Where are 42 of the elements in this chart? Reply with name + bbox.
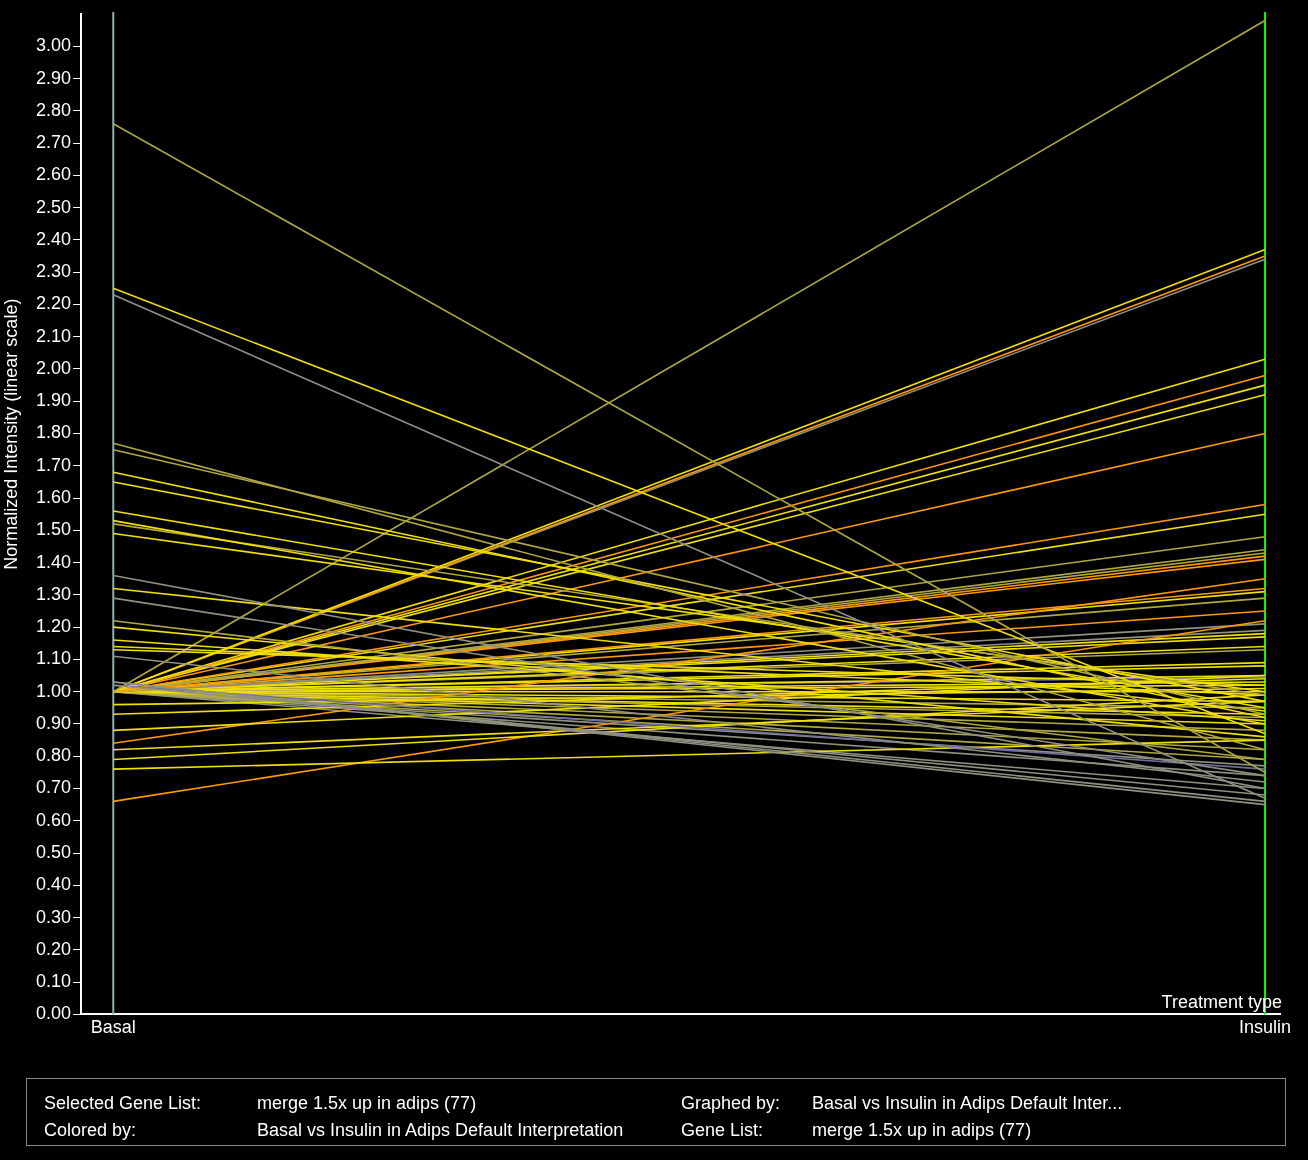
y-tick-label: 0.40: [35, 874, 72, 895]
text: Gene List:: [681, 1119, 765, 1142]
y-tick-label: 2.70: [35, 132, 72, 153]
text: Graphed by:: [681, 1092, 782, 1115]
y-tick-label: 0.10: [35, 971, 72, 992]
text: merge 1.5x up in adips (77): [257, 1092, 478, 1115]
y-tick-label: 1.40: [35, 551, 72, 572]
y-tick-label: 0.00: [35, 1003, 72, 1024]
y-tick-label: 0.70: [35, 777, 72, 798]
y-tick-label: 0.20: [35, 938, 72, 959]
y-tick-label: 1.50: [35, 519, 72, 540]
text: Basal vs Insulin in Adips Default Interpretation: [257, 1119, 625, 1142]
y-tick-label: 1.10: [35, 648, 72, 669]
y-tick-label: 1.90: [35, 390, 72, 411]
y-tick-label: 2.40: [35, 228, 72, 249]
y-tick-label: 0.90: [35, 712, 72, 733]
y-tick-label: 1.00: [35, 680, 72, 701]
y-tick-label: 2.90: [35, 67, 72, 88]
y-tick-label: 2.80: [35, 99, 72, 120]
y-tick-label: 2.20: [35, 293, 72, 314]
y-tick-label: 1.80: [35, 422, 72, 443]
y-tick-label: 2.60: [35, 164, 72, 185]
text: Selected Gene List:: [44, 1092, 203, 1115]
y-tick-label: 1.60: [35, 487, 72, 508]
x-tick-label: Insulin: [1239, 1017, 1292, 1038]
y-tick-label: 0.50: [35, 842, 72, 863]
y-tick-label: 0.60: [35, 809, 72, 830]
x-tick-label: Basal: [90, 1017, 136, 1038]
text: Colored by:: [44, 1119, 138, 1142]
y-tick-label: 3.00: [35, 35, 72, 56]
y-tick-label: 2.30: [35, 261, 72, 282]
y-tick-label: 1.20: [35, 616, 72, 637]
y-tick-label: 0.80: [35, 745, 72, 766]
text: merge 1.5x up in adips (77): [812, 1119, 1033, 1142]
y-axis-title: Normalized Intensity (linear scale): [0, 298, 21, 570]
y-tick-label: 1.70: [35, 454, 72, 475]
y-tick-label: 1.30: [35, 583, 72, 604]
y-tick-label: 0.30: [35, 906, 72, 927]
text: Basal vs Insulin in Adips Default Inter...: [812, 1092, 1124, 1115]
y-tick-label: 2.10: [35, 325, 72, 346]
y-tick-label: 2.00: [35, 357, 72, 378]
y-tick-label: 2.50: [35, 196, 72, 217]
